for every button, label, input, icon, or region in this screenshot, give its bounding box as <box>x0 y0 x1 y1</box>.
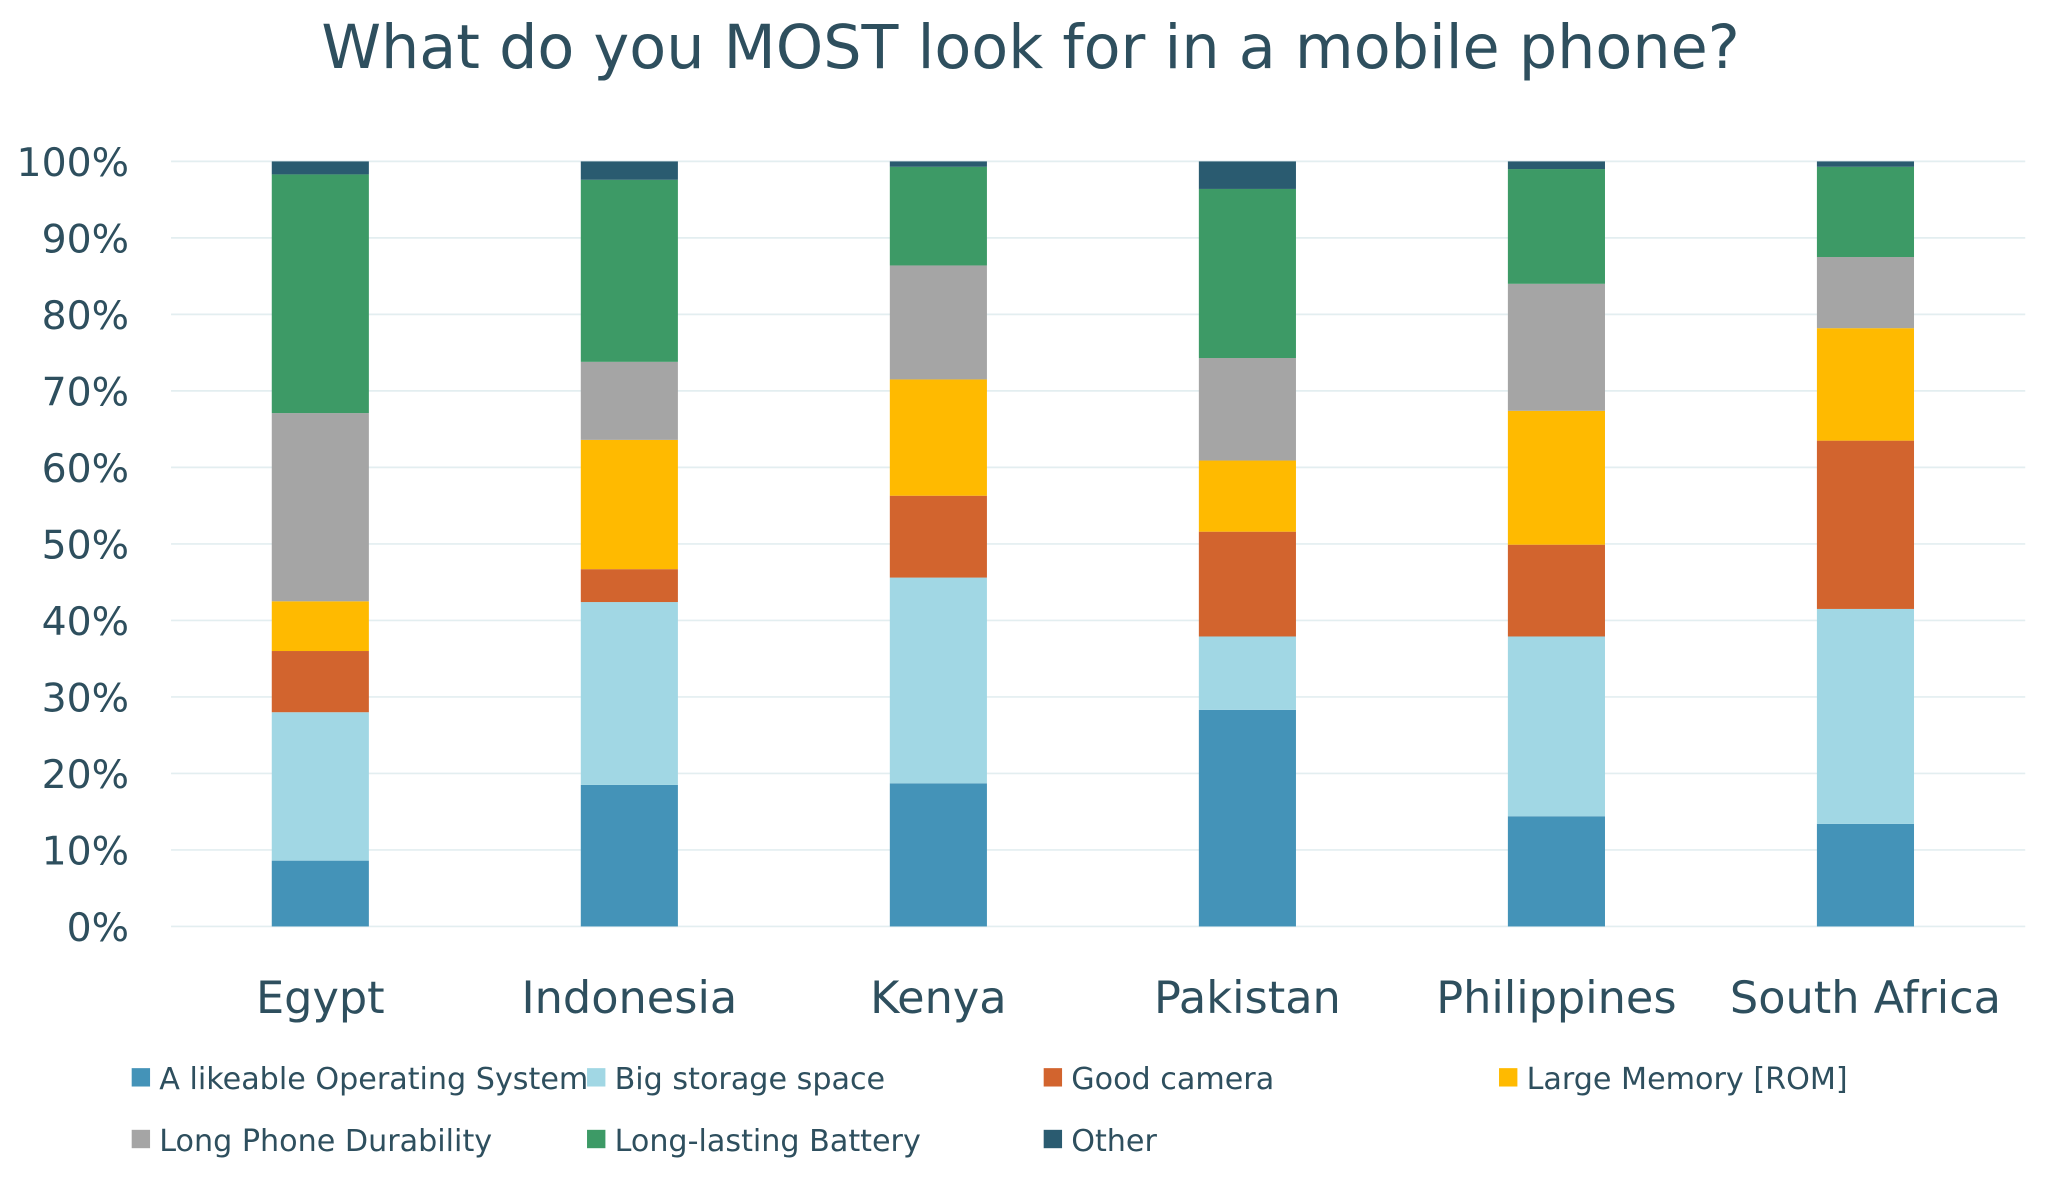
x-tick-label: Philippines <box>1436 972 1676 1024</box>
legend-swatch <box>131 1068 151 1087</box>
bar-segment-big-storage-space <box>889 577 987 784</box>
y-tick-label: 60% <box>42 446 129 492</box>
bar-segment-good-camera <box>1507 544 1605 637</box>
legend-item: Large Memory [ROM] <box>1499 1062 1848 1097</box>
bar-segment-good-camera <box>1816 440 1915 609</box>
bar-segment-long-lasting-battery <box>1198 188 1296 359</box>
legend-label: Long Phone Durability <box>159 1124 492 1159</box>
bar-segment-long-phone-durability <box>1198 358 1296 461</box>
legend-swatch <box>1499 1068 1518 1087</box>
chart-title: What do you MOST look for in a mobile ph… <box>321 13 1739 83</box>
bar-segment-long-phone-durability <box>1507 283 1605 411</box>
legend-swatch <box>587 1068 606 1087</box>
bar-segment-large-memory-rom- <box>1507 410 1605 545</box>
bar-segment-big-storage-space <box>1198 636 1296 710</box>
legend-swatch <box>587 1129 606 1149</box>
x-tick-label: Egypt <box>256 972 385 1024</box>
legend-item: Long Phone Durability <box>131 1124 492 1159</box>
bar-segment-long-lasting-battery <box>1816 166 1915 258</box>
bar-segment-good-camera <box>580 569 678 603</box>
bar-segment-long-phone-durability <box>271 413 369 602</box>
y-tick-label: 70% <box>42 369 129 415</box>
legend-item: Big storage space <box>587 1062 885 1097</box>
y-tick-label: 80% <box>42 293 129 339</box>
y-tick-label: 40% <box>42 599 129 645</box>
bars <box>271 161 1915 927</box>
x-tick-label: Kenya <box>870 972 1007 1024</box>
bar-segment-big-storage-space <box>580 602 678 785</box>
bar-segment-other <box>1507 161 1605 170</box>
y-tick-label: 100% <box>17 140 130 186</box>
bar-segment-long-phone-durability <box>1816 257 1915 329</box>
y-tick-label: 30% <box>42 675 129 721</box>
legend-swatch <box>131 1129 151 1149</box>
bar-segment-large-memory-rom- <box>1198 460 1296 532</box>
x-tick-label: South Africa <box>1730 972 2001 1024</box>
bar-segment-long-lasting-battery <box>889 166 987 266</box>
gridlines <box>171 160 2026 928</box>
y-axis-ticks: 0% 10% 20% 30% 40% 50% 60% 70% 80% 90% 100% <box>17 140 130 951</box>
legend-label: Good camera <box>1071 1062 1274 1097</box>
legend: A likeable Operating System Big storage s… <box>131 1062 1848 1159</box>
bar-segment-long-phone-durability <box>580 361 678 440</box>
bar-segment-large-memory-rom- <box>580 439 678 570</box>
bar-segment-long-lasting-battery <box>580 179 678 362</box>
bar-segment-large-memory-rom- <box>1816 328 1915 441</box>
bar-segment-a-likeable-operating-system <box>1507 816 1605 927</box>
legend-swatch <box>1043 1129 1063 1149</box>
legend-label: Long-lasting Battery <box>615 1124 921 1159</box>
legend-item: Long-lasting Battery <box>587 1124 921 1159</box>
legend-swatch <box>1043 1068 1063 1087</box>
bar-segment-big-storage-space <box>271 712 369 861</box>
bar-segment-good-camera <box>271 651 369 713</box>
bar-segment-other <box>271 161 369 175</box>
y-tick-label: 20% <box>42 752 129 798</box>
legend-label: Other <box>1071 1124 1157 1159</box>
bar-segment-a-likeable-operating-system <box>271 860 369 927</box>
bar-segment-good-camera <box>889 495 987 578</box>
legend-label: Big storage space <box>615 1062 886 1097</box>
bar-segment-a-likeable-operating-system <box>1816 823 1915 927</box>
y-tick-label: 10% <box>42 828 129 874</box>
legend-label: Large Memory [ROM] <box>1527 1062 1848 1097</box>
bar-segment-big-storage-space <box>1507 636 1605 817</box>
bar-segment-a-likeable-operating-system <box>889 783 987 927</box>
legend-item: Good camera <box>1043 1062 1274 1097</box>
y-tick-label: 90% <box>42 216 129 262</box>
bar-segment-other <box>580 161 678 180</box>
bar-segment-a-likeable-operating-system <box>1198 709 1296 927</box>
bar-segment-long-phone-durability <box>889 265 987 380</box>
x-tick-label: Indonesia <box>521 972 737 1024</box>
x-tick-label: Pakistan <box>1154 972 1341 1024</box>
bar-segment-other <box>1816 161 1915 167</box>
bar-segment-large-memory-rom- <box>889 379 987 496</box>
y-tick-label: 50% <box>42 522 129 568</box>
bar-segment-other <box>889 161 987 167</box>
y-tick-label: 0% <box>67 905 129 951</box>
legend-item: A likeable Operating System <box>131 1062 588 1097</box>
bar-segment-long-lasting-battery <box>1507 169 1605 284</box>
bar-segment-large-memory-rom- <box>271 601 369 652</box>
x-axis-labels: Egypt Indonesia Kenya Pakistan Philippines So… <box>256 972 2001 1024</box>
bar-segment-other <box>1198 161 1296 189</box>
legend-item: Other <box>1043 1124 1158 1159</box>
bar-segment-long-lasting-battery <box>271 174 369 414</box>
bar-segment-a-likeable-operating-system <box>580 784 678 927</box>
legend-label: A likeable Operating System <box>159 1062 588 1097</box>
bar-segment-big-storage-space <box>1816 608 1915 824</box>
bar-segment-good-camera <box>1198 531 1296 637</box>
